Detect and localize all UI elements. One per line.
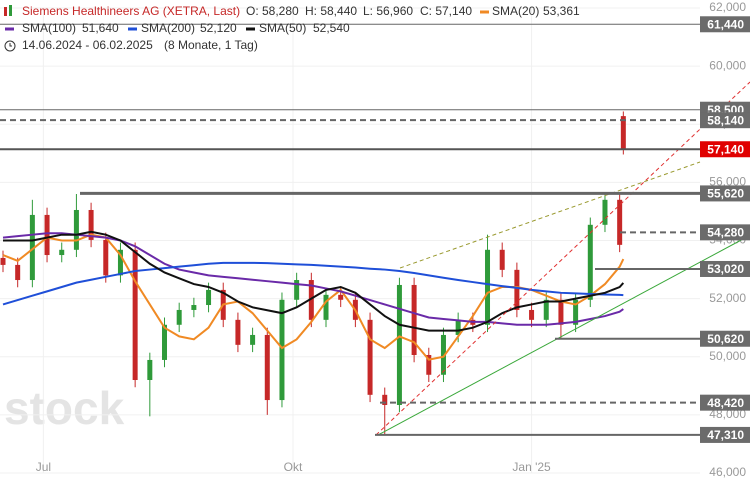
- clock-icon: [9, 43, 12, 47]
- candle-body: [558, 299, 564, 325]
- candle-body: [308, 280, 314, 320]
- candle-body: [15, 264, 21, 281]
- candle-body: [191, 305, 197, 310]
- level-box: [700, 394, 750, 411]
- legend-value: 51,640: [82, 21, 119, 35]
- candle-body: [620, 116, 626, 150]
- candle-body: [338, 294, 344, 300]
- level-label: 48,420: [707, 396, 744, 410]
- candle-body: [235, 319, 241, 345]
- candle-body: [0, 257, 6, 265]
- candle-body: [162, 324, 168, 360]
- candle-body: [206, 289, 212, 306]
- candle-body: [382, 394, 388, 405]
- legend-name: SMA(20): [492, 4, 539, 18]
- candle-body: [514, 269, 520, 310]
- legend-value: 52,540: [313, 21, 350, 35]
- candle-body: [117, 249, 123, 276]
- candle-body: [176, 309, 182, 325]
- x-tick-label: Jul: [36, 460, 51, 474]
- level-label: 53,020: [707, 262, 744, 276]
- watermark: stock: [4, 382, 125, 434]
- icon: [4, 7, 7, 16]
- candle-body: [617, 199, 623, 245]
- ohlc: C: 57,140: [420, 4, 472, 18]
- y-tick-label: 46,000: [709, 465, 746, 479]
- level-box: [700, 330, 750, 347]
- x-tick-label: Jan '25: [512, 460, 551, 474]
- ohlc: H: 58,440: [305, 4, 357, 18]
- trend-line: [375, 81, 750, 436]
- sma-line: [2, 232, 624, 326]
- legend: SMA(20) 53,361 SMA(100) 51,640 SMA(200) 52,12…: [5, 4, 580, 35]
- level-box: [700, 112, 750, 129]
- level-label: 50,620: [707, 332, 744, 346]
- y-tick-label: 56,000: [709, 175, 746, 189]
- candle-body: [529, 309, 535, 320]
- legend-name: SMA(100): [22, 21, 76, 35]
- y-tick-label: 52,000: [709, 291, 746, 305]
- level-box: [700, 141, 750, 158]
- trend-line: [377, 237, 746, 436]
- level-label: 57,140: [707, 142, 744, 156]
- candle-body: [88, 209, 94, 240]
- candle-body: [411, 284, 417, 356]
- candle-body: [279, 299, 285, 401]
- candle-body: [587, 224, 593, 300]
- level-box: [700, 426, 750, 443]
- candle-body: [426, 355, 432, 375]
- candle-body: [573, 299, 579, 325]
- candle-body: [44, 214, 50, 256]
- candle-body: [29, 214, 35, 281]
- trend-line: [399, 161, 701, 269]
- candle-body: [499, 249, 505, 270]
- x-tick-label: Okt: [284, 460, 303, 474]
- legend-name: SMA(50): [259, 21, 306, 35]
- candle-body: [485, 249, 491, 325]
- candle-body: [294, 280, 300, 300]
- sma-line: [2, 261, 624, 306]
- candle-body: [455, 319, 461, 335]
- level-label: 58,140: [707, 113, 744, 127]
- clock-icon: [4, 40, 16, 52]
- level-box: [700, 185, 750, 202]
- sma-line: [3, 230, 625, 332]
- candle-body: [440, 334, 446, 375]
- level-label: 61,440: [707, 17, 744, 31]
- candle-body: [73, 209, 79, 250]
- y-tick-label: 62,000: [709, 0, 746, 14]
- candle-body: [264, 334, 270, 401]
- candle-body: [367, 319, 373, 395]
- candle-body: [323, 294, 329, 320]
- candle-body: [132, 249, 138, 380]
- ohlc: O: 58,280: [246, 4, 299, 18]
- legend-value: 52,120: [200, 21, 237, 35]
- candle-body: [59, 249, 65, 256]
- title: Siemens Healthineers AG (XETRA, Last): [22, 4, 240, 18]
- y-tick-label: 60,000: [709, 58, 746, 72]
- candle-body: [147, 359, 153, 380]
- legend-name: SMA(200): [141, 21, 195, 35]
- candle-body: [396, 284, 402, 405]
- period: 14.06.2024 - 06.02.2025: [22, 38, 153, 52]
- candle-body: [103, 239, 109, 276]
- candle-body: [250, 334, 256, 345]
- y-tick-label: 50,000: [709, 349, 746, 363]
- candle-body: [602, 199, 608, 225]
- level-box: [700, 224, 750, 241]
- ohlc: L: 56,960: [363, 4, 413, 18]
- icon: [9, 5, 12, 16]
- candle-body: [543, 299, 549, 320]
- levels: 61,44058,50058,14057,14055,62054,28053,0…: [0, 16, 750, 443]
- level-label: 47,310: [707, 428, 744, 442]
- level-box: [700, 260, 750, 277]
- level-label: 54,280: [707, 226, 744, 240]
- period-note: (8 Monate, 1 Tag): [164, 38, 258, 52]
- level-label: 55,620: [707, 187, 744, 201]
- level-box: [700, 16, 750, 33]
- legend-value: 53,361: [543, 4, 580, 18]
